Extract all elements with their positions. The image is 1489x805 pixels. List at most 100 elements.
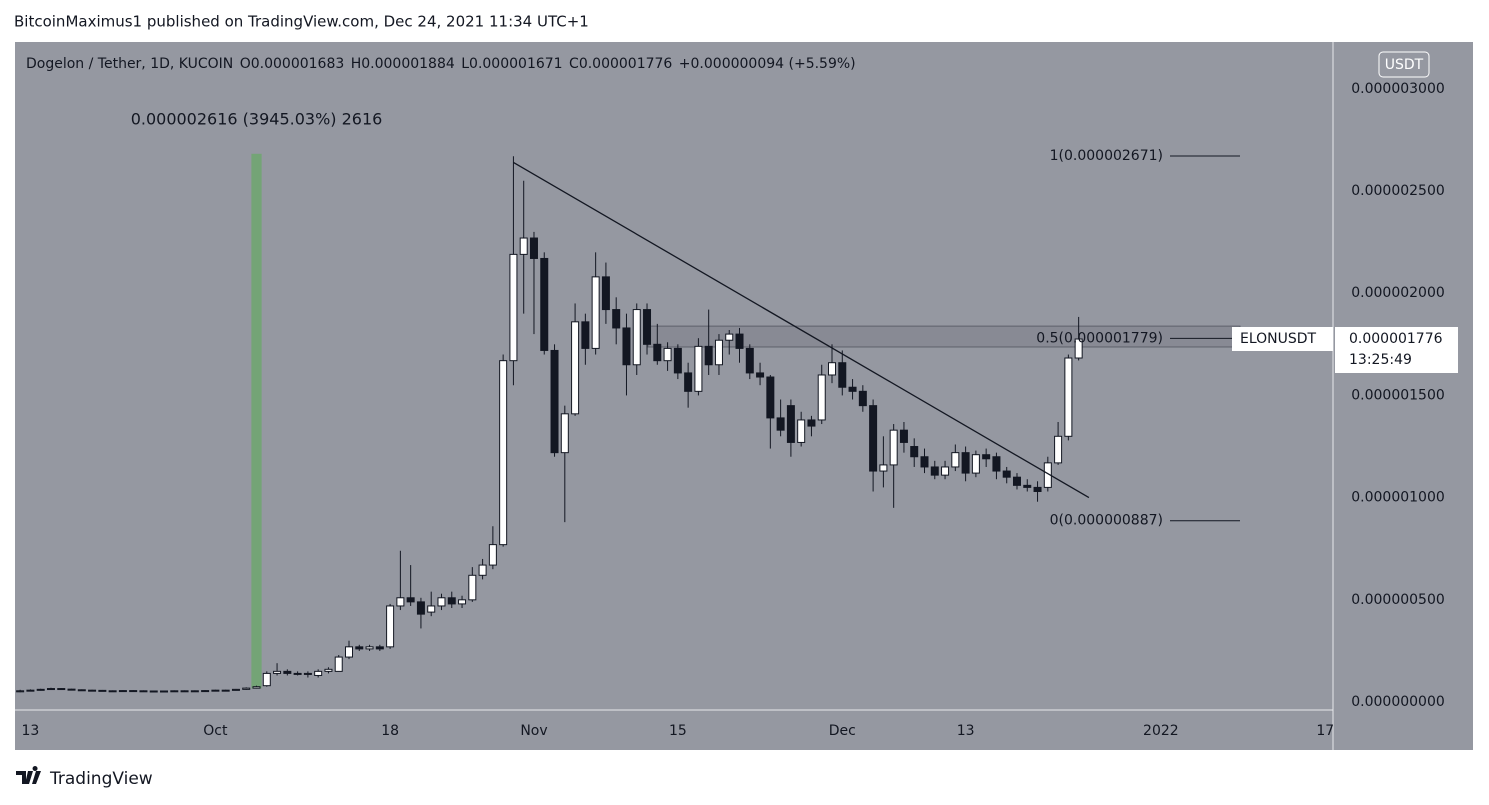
- candle-body: [899, 429, 908, 443]
- candle-body: [201, 690, 210, 693]
- candle-body: [416, 601, 425, 615]
- candle-body: [139, 690, 148, 693]
- candle-body: [879, 464, 888, 472]
- candle-body: [437, 597, 446, 607]
- candle-body: [838, 362, 847, 388]
- candle-body: [982, 454, 991, 460]
- candle-body: [776, 417, 785, 431]
- candle-body: [468, 574, 477, 601]
- candle-body: [941, 466, 950, 476]
- y-tick-label: 0.000000500: [1351, 592, 1445, 608]
- candle-body: [951, 452, 960, 468]
- candle-body: [283, 670, 292, 674]
- candle-body: [26, 689, 35, 692]
- candle-body: [961, 452, 970, 474]
- candle-body: [36, 688, 45, 691]
- candle-body: [622, 327, 631, 366]
- legend-change: +0.000000094 (+5.59%): [679, 56, 856, 72]
- candle-body: [766, 376, 775, 419]
- candle-body: [478, 564, 487, 576]
- candle-body: [735, 333, 744, 349]
- candle-body: [190, 690, 199, 693]
- candle-body: [365, 646, 374, 650]
- candle-body: [694, 345, 703, 392]
- legend-value: 0.000001683: [251, 56, 345, 72]
- measure-label: 0.000002616 (3945.03%) 2616: [131, 110, 383, 129]
- candle-body: [1054, 435, 1063, 464]
- candle-body: [971, 454, 980, 474]
- fib-label: 0.5(0.000001779): [1036, 330, 1163, 346]
- candle-body: [684, 372, 693, 392]
- candle-body: [869, 405, 878, 472]
- candle-body: [612, 309, 621, 329]
- candle-body: [930, 466, 939, 476]
- legend-key: H: [351, 56, 362, 72]
- candle-body: [704, 345, 713, 366]
- footer-logo: [16, 766, 41, 784]
- candle-body: [57, 688, 66, 691]
- y-tick-label: 0.000001000: [1351, 490, 1445, 506]
- currency[interactable]: USDT: [1385, 57, 1424, 73]
- candle-body: [108, 690, 117, 693]
- candle-body: [334, 656, 343, 672]
- currency-box[interactable]: [1378, 51, 1430, 78]
- candle-body: [1033, 486, 1042, 492]
- header: BitcoinMaximus1 published on TradingView…: [14, 13, 589, 31]
- candle-body: [231, 688, 240, 691]
- candle-body: [396, 597, 405, 607]
- candle-body: [910, 446, 919, 458]
- legend: Dogelon / Tether, 1D, KUCOIN O0.00000168…: [26, 56, 856, 72]
- candle-body: [293, 672, 302, 675]
- candle-body: [375, 646, 384, 650]
- candle-body: [98, 689, 107, 692]
- y-tick-label: 0.000002000: [1351, 285, 1445, 301]
- candle-body: [632, 309, 641, 366]
- candle-body: [1074, 338, 1083, 359]
- candle-body: [170, 690, 179, 693]
- candle-body: [673, 347, 682, 374]
- candle-body: [88, 689, 97, 692]
- candle-body: [180, 690, 189, 693]
- candle-body: [509, 253, 518, 362]
- candle-body: [643, 309, 652, 345]
- x-tick-label: 13: [22, 723, 40, 739]
- candle-body: [1002, 470, 1011, 478]
- x-tick-label: Nov: [520, 723, 547, 739]
- trendline: [513, 161, 1090, 499]
- candle-body: [488, 544, 497, 566]
- candle-body: [221, 689, 230, 692]
- candle-body: [653, 343, 662, 362]
- candle-body: [129, 690, 138, 693]
- candle-body: [745, 347, 754, 374]
- candle-body: [46, 688, 55, 691]
- candle-body: [1023, 484, 1032, 488]
- candle-body: [262, 672, 271, 687]
- x-tick-label: 18: [381, 723, 399, 739]
- candle-body: [663, 347, 672, 362]
- x-tick-label: Oct: [203, 723, 228, 739]
- candle-body: [344, 646, 353, 658]
- y-tick-label: 0.000003000: [1351, 81, 1445, 97]
- fib-label: 0(0.000000887): [1050, 513, 1163, 529]
- candle-body: [889, 429, 898, 466]
- candle-body: [992, 456, 1001, 472]
- candle-body: [303, 672, 312, 675]
- symbol-tag-label: ELONUSDT: [1240, 331, 1317, 347]
- candle-body: [16, 690, 25, 693]
- candle-body: [714, 339, 723, 366]
- candle-body: [560, 413, 569, 454]
- legend-value: 0.000001776: [579, 56, 673, 72]
- x-tick-label: 17: [1316, 723, 1334, 739]
- candle-body: [828, 362, 837, 376]
- x-tick-label: 2022: [1143, 723, 1179, 739]
- candle-body: [324, 668, 333, 672]
- candle-body: [858, 390, 867, 407]
- candle-body: [252, 686, 261, 689]
- legend-symbol: Dogelon / Tether, 1D, KUCOIN: [26, 56, 233, 72]
- candle-body: [920, 456, 929, 468]
- candle-body: [211, 689, 220, 692]
- candle-body: [160, 690, 169, 693]
- candle-body: [458, 599, 467, 605]
